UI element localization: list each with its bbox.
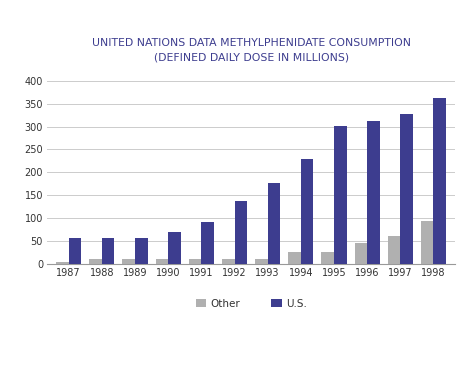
Bar [168,232,181,264]
Bar [354,243,367,264]
Bar [189,259,201,264]
Bar [421,221,433,264]
Bar [56,262,69,264]
Bar [301,159,313,264]
Bar [268,182,280,264]
Bar [69,238,81,264]
Bar [255,259,268,264]
Bar [400,114,413,264]
Bar [433,98,446,264]
Bar [135,238,148,264]
Bar [222,259,235,264]
Bar [89,259,102,264]
Bar [102,238,115,264]
Bar [123,259,135,264]
Bar [367,121,380,264]
Bar [235,201,247,264]
Bar [288,252,301,264]
Bar [388,236,400,264]
Title: UNITED NATIONS DATA METHYLPHENIDATE CONSUMPTION
(DEFINED DAILY DOSE IN MILLIONS): UNITED NATIONS DATA METHYLPHENIDATE CONS… [92,39,411,62]
Legend: Other, U.S.: Other, U.S. [191,294,311,313]
Bar [156,259,168,264]
Bar [201,221,214,264]
Bar [321,252,334,264]
Bar [334,126,346,264]
